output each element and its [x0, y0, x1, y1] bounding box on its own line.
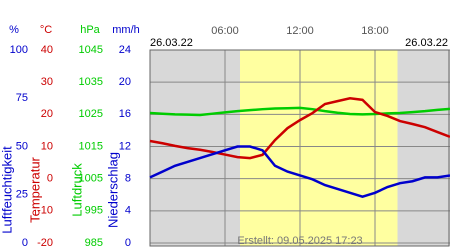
y-tick-label: -10: [37, 205, 53, 217]
y-tick-label: 24: [119, 44, 131, 56]
y-tick-label: 995: [85, 205, 103, 217]
y-tick-label: 25: [16, 189, 28, 201]
x-tick-label: 12:00: [286, 25, 314, 37]
y-tick-label: 1015: [79, 140, 103, 152]
series-line: [149, 96, 450, 160]
y-tick-label: 4: [125, 205, 131, 217]
y-tick-label: 16: [119, 108, 131, 120]
daylight-band: [240, 50, 398, 246]
axis-title: Luftdruck: [69, 163, 84, 217]
axis-unit: mm/h: [112, 24, 140, 36]
y-tick-label: 0: [47, 173, 53, 185]
y-tick-label: 985: [85, 237, 103, 249]
y-tick-label: 1045: [79, 44, 103, 56]
y-tick-label: -20: [37, 237, 53, 249]
y-tick-label: 10: [41, 140, 53, 152]
x-tick-label: 18:00: [361, 25, 389, 37]
y-tick-label: 8: [125, 173, 131, 185]
plot-frame: [149, 49, 450, 247]
y-tick-label: 1035: [79, 76, 103, 88]
footer: Erstellt: 09.05.2025 17:23: [237, 235, 362, 247]
y-tick-label: 0: [22, 237, 28, 249]
y-tick-label: 100: [10, 44, 28, 56]
y-tick-label: 50: [16, 140, 28, 152]
axis-unit: %: [9, 24, 19, 36]
y-tick-label: 0: [125, 237, 131, 249]
date-right: 26.03.22: [405, 37, 448, 49]
axis-title: Niederschlag: [105, 152, 120, 228]
y-tick-label: 20: [41, 108, 53, 120]
series-line: [149, 145, 450, 198]
y-tick-label: 40: [41, 44, 53, 56]
y-tick-label: 75: [16, 92, 28, 104]
axis-title: Luftfeuchtigkeit: [0, 146, 14, 234]
y-tick-label: 1025: [79, 108, 103, 120]
date-left: 26.03.22: [150, 37, 193, 49]
series-line: [149, 106, 450, 117]
y-tick-label: 30: [41, 76, 53, 88]
y-tick-label: 20: [119, 76, 131, 88]
axis-title: Temperatur: [27, 156, 42, 222]
axis-unit: °C: [40, 24, 52, 36]
y-tick-label: 1005: [79, 173, 103, 185]
x-tick-label: 06:00: [211, 25, 239, 37]
y-tick-label: 12: [119, 140, 131, 152]
axis-unit: hPa: [80, 24, 100, 36]
